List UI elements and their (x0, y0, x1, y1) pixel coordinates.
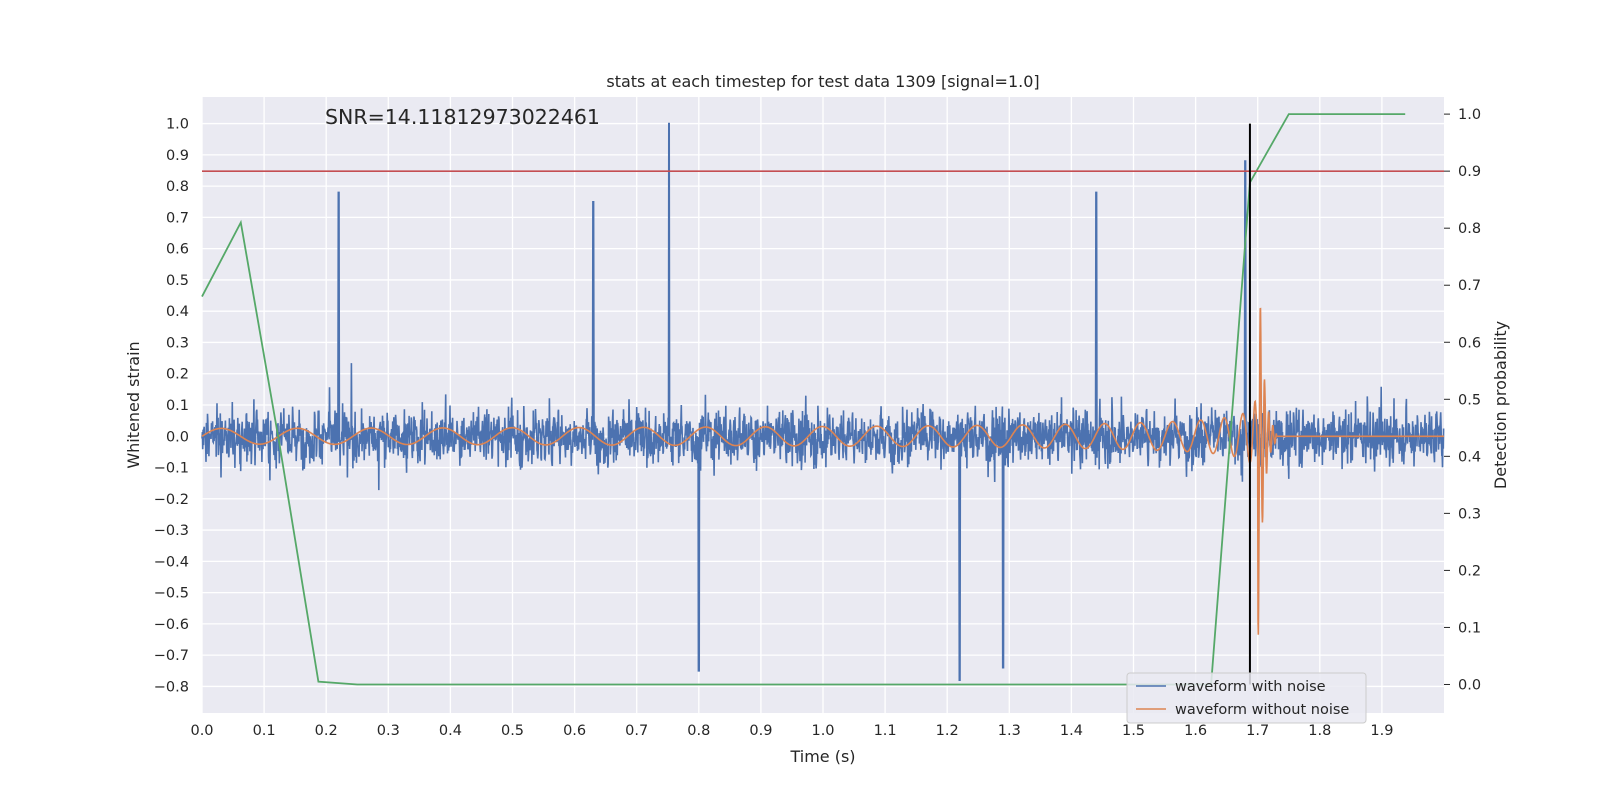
y-tick-label: −0.5 (154, 586, 189, 602)
x-tick-label: 0.6 (563, 723, 586, 739)
right-tick-label: 0.2 (1458, 563, 1481, 579)
y-tick-label: −0.8 (154, 679, 189, 695)
x-tick-label: 0.1 (253, 723, 276, 739)
series-clean-waveform (201, 307, 1444, 635)
y-tick-label: 0.3 (166, 335, 189, 351)
y-tick-label: 0.6 (166, 242, 189, 258)
x-tick-label: 1.4 (1060, 723, 1083, 739)
x-axis-label: Time (s) (789, 747, 855, 766)
right-tick-label: 0.5 (1458, 392, 1481, 408)
legend: waveform with noise waveform without noi… (1126, 672, 1367, 724)
x-tick-label: 0.4 (439, 723, 462, 739)
right-tick-label: 0.3 (1458, 506, 1481, 522)
y-axis-label: Whitened strain (124, 341, 143, 468)
y-tick-label: −0.2 (154, 492, 189, 508)
right-tick-label: 0.1 (1458, 620, 1481, 636)
x-tick-label: 0.0 (190, 723, 213, 739)
right-axis-label: Detection probability (1491, 321, 1510, 489)
y-tick-label: 0.7 (166, 210, 189, 226)
right-tick-label: 0.9 (1458, 164, 1481, 180)
y-tick-label: −0.7 (154, 648, 189, 664)
x-tick-label: 0.7 (625, 723, 648, 739)
x-tick-label: 0.5 (501, 723, 524, 739)
x-tick-label: 0.3 (377, 723, 400, 739)
x-tick-label: 1.1 (874, 723, 897, 739)
legend-box (1126, 672, 1367, 724)
right-tick-label: 0.6 (1458, 335, 1481, 351)
x-tick-label: 1.6 (1184, 723, 1207, 739)
y-axis-ticks: 1.0 0.9 0.8 0.7 0.6 0.5 0.4 0.3 0.2 0.1 0.0 −0.1 −0.… (154, 117, 189, 696)
x-tick-label: 1.7 (1246, 723, 1269, 739)
right-axis-ticks: 1.0 0.9 0.8 0.7 0.6 0.5 0.4 0.3 0.2 0.1 0.0 (1444, 107, 1481, 693)
x-tick-label: 0.9 (749, 723, 772, 739)
x-tick-label: 1.2 (936, 723, 959, 739)
right-tick-label: 0.7 (1458, 278, 1481, 294)
right-tick-label: 0.4 (1458, 449, 1481, 465)
x-axis-ticks: 0.0 0.1 0.2 0.3 0.4 0.5 0.6 0.7 0.8 0.9 1.0 1.1 1.2 1… (190, 723, 1393, 739)
right-tick-label: 0.8 (1458, 221, 1481, 237)
y-tick-label: 0.1 (166, 398, 189, 414)
snr-annotation: SNR=14.11812973022461 (325, 105, 600, 129)
y-tick-label: −0.3 (154, 523, 189, 539)
y-tick-label: −0.6 (154, 617, 189, 633)
x-tick-label: 1.8 (1308, 723, 1331, 739)
series-noisy-waveform (201, 122, 1445, 681)
right-tick-label: 0.0 (1458, 677, 1481, 693)
x-tick-label: 1.9 (1370, 723, 1393, 739)
y-tick-label: −0.1 (154, 461, 189, 477)
x-tick-label: 1.3 (998, 723, 1021, 739)
y-tick-label: 0.0 (166, 429, 189, 445)
x-tick-label: 1.5 (1122, 723, 1145, 739)
legend-label-noise: waveform with noise (1175, 679, 1326, 695)
legend-label-clean: waveform without noise (1175, 702, 1349, 718)
chart-title: stats at each timestep for test data 130… (606, 72, 1039, 91)
y-tick-label: 0.9 (166, 148, 189, 164)
x-tick-label: 0.2 (315, 723, 338, 739)
y-tick-label: 0.5 (166, 273, 189, 289)
y-tick-label: 0.4 (166, 304, 189, 320)
y-tick-label: 0.8 (166, 179, 189, 195)
x-tick-label: 0.8 (687, 723, 710, 739)
right-tick-label: 1.0 (1458, 107, 1481, 123)
y-tick-label: 0.2 (166, 367, 189, 383)
y-gridlines (202, 122, 1444, 688)
y-tick-label: 1.0 (166, 117, 189, 133)
x-tick-label: 1.0 (811, 723, 834, 739)
y-tick-label: −0.4 (154, 554, 189, 570)
